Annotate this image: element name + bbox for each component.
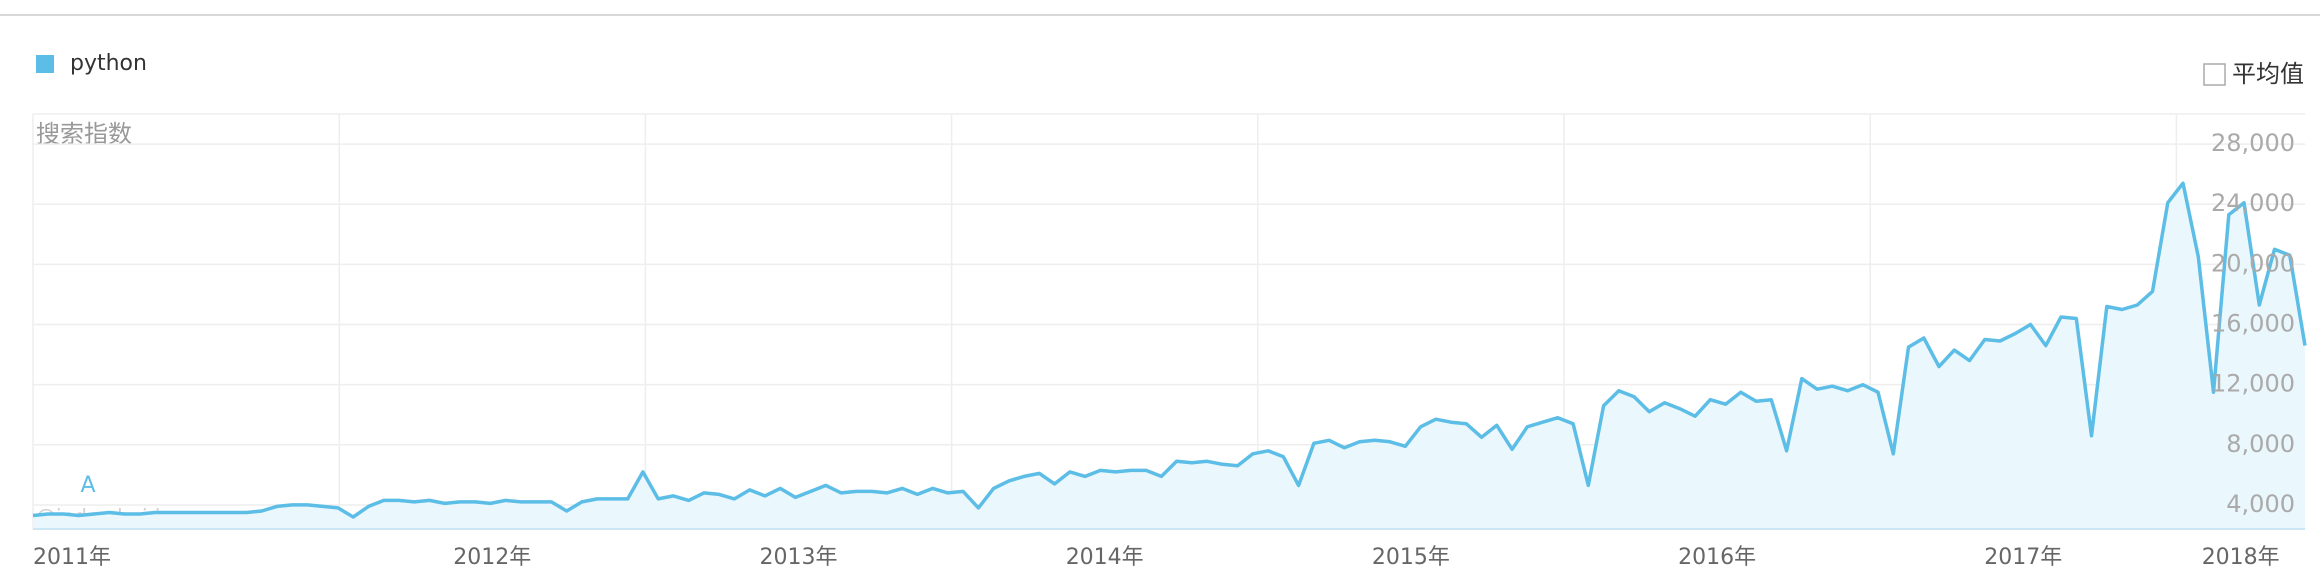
x-tick-label: 2015年	[1372, 545, 1450, 570]
x-tick-label: 2011年	[33, 545, 111, 570]
average-label[interactable]: 平均值	[2232, 60, 2304, 88]
y-tick-label: 24,000	[2211, 189, 2295, 217]
x-tick-label: 2016年	[1678, 545, 1756, 570]
x-tick-label: 2014年	[1066, 545, 1144, 570]
x-tick-label: 2018年	[2202, 545, 2280, 570]
y-tick-label: 12,000	[2211, 370, 2295, 398]
y-tick-label: 20,000	[2211, 249, 2295, 277]
annotation[interactable]: A	[80, 473, 95, 498]
legend-label[interactable]: python	[70, 51, 147, 76]
y-tick-label: 16,000	[2211, 310, 2295, 338]
y-tick-label: 8,000	[2226, 430, 2295, 458]
legend-swatch	[36, 55, 54, 73]
average-checkbox[interactable]	[2203, 63, 2226, 86]
x-tick-label: 2017年	[1984, 545, 2062, 570]
area	[33, 183, 2305, 529]
y-tick-label: 28,000	[2211, 129, 2295, 157]
x-tick-label: 2013年	[759, 545, 837, 570]
x-tick-label: 2012年	[453, 545, 531, 570]
y-tick-label: 4,000	[2226, 490, 2295, 518]
series-line	[32, 181, 2307, 519]
